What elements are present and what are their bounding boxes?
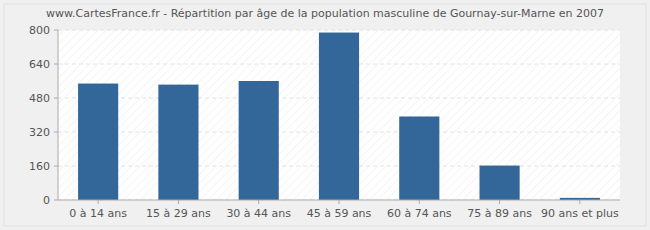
background: [0, 0, 650, 230]
chart: www.CartesFrance.fr - Répartition par âg…: [0, 0, 650, 230]
tick-label: 30 à 44 ans: [226, 207, 291, 220]
title: www.CartesFrance.fr - Répartition par âg…: [46, 7, 604, 20]
tick-label: 800: [29, 24, 50, 37]
tick-label: 45 à 59 ans: [307, 207, 372, 220]
tick-label: 60 à 74 ans: [387, 207, 452, 220]
bar: [480, 166, 520, 200]
tick-label: 160: [29, 160, 50, 173]
tick-mark: [54, 200, 58, 201]
tick-mark: [98, 200, 99, 204]
tick-label: 320: [29, 126, 50, 139]
tick-label: 0: [43, 194, 50, 207]
bars: [78, 33, 600, 200]
tick-mark: [419, 200, 420, 204]
tick-label: 90 ans et plus: [541, 207, 619, 220]
tick-mark: [54, 64, 58, 65]
tick-mark: [499, 200, 500, 204]
tick-label: 480: [29, 92, 50, 105]
tick-mark: [54, 166, 58, 167]
tick-mark: [339, 200, 340, 204]
tick-mark: [54, 132, 58, 133]
tick-mark: [579, 200, 580, 204]
bar: [78, 84, 118, 200]
bar: [319, 33, 359, 200]
tick-label: 0 à 14 ans: [69, 207, 127, 220]
tick-label: 15 à 29 ans: [146, 207, 211, 220]
frame: [4, 4, 646, 226]
tick-mark: [178, 200, 179, 204]
plot-area: [58, 30, 620, 200]
grid-line: [58, 30, 620, 31]
y-axis: [58, 30, 59, 200]
bar: [399, 116, 439, 200]
tick-mark: [54, 30, 58, 31]
bar: [239, 81, 279, 200]
tick-mark: [258, 200, 259, 204]
tick-mark: [54, 98, 58, 99]
bar: [158, 85, 198, 200]
tick-label: 640: [29, 58, 50, 71]
tick-label: 75 à 89 ans: [467, 207, 532, 220]
